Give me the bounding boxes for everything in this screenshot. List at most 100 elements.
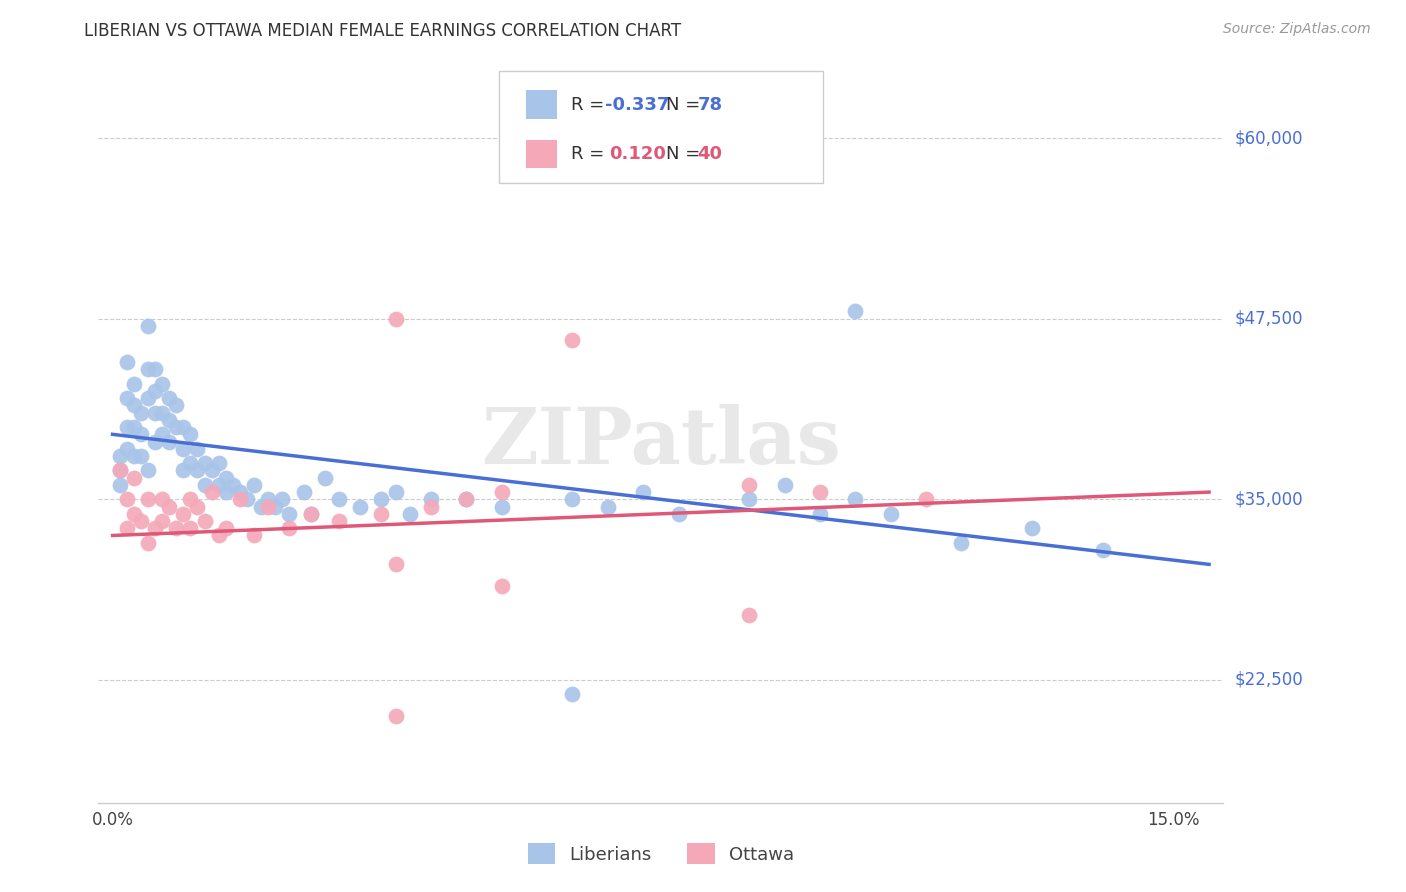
Point [172,463,194,477]
Point [108,478,131,492]
Point [143,362,166,376]
Point [257,500,280,514]
Text: N =: N = [666,95,706,113]
Point [157,413,180,427]
Text: 78: 78 [697,95,723,113]
Point [384,311,406,326]
Point [179,492,201,507]
Point [419,500,441,514]
Point [143,521,166,535]
Legend: Liberians, Ottawa: Liberians, Ottawa [519,834,803,873]
Point [1021,521,1043,535]
Point [186,463,208,477]
Point [208,528,231,542]
Point [115,391,138,405]
Point [129,514,152,528]
Point [222,478,245,492]
Point [172,507,194,521]
Point [136,318,159,333]
Point [328,492,350,507]
Point [384,558,406,572]
Point [208,456,231,470]
Point [278,507,301,521]
Point [328,514,350,528]
Point [1091,542,1114,557]
Point [491,500,513,514]
Point [122,507,145,521]
Point [136,362,159,376]
Text: R =: R = [571,95,610,113]
Point [136,535,159,549]
Point [299,507,322,521]
Point [844,492,866,507]
Point [201,463,224,477]
Point [129,406,152,420]
Point [596,500,619,514]
Point [229,485,252,500]
Point [115,355,138,369]
Point [193,514,215,528]
Point [384,485,406,500]
Point [299,507,322,521]
Point [561,687,583,701]
Point [186,500,208,514]
Point [122,376,145,391]
Point [384,709,406,723]
Point [186,442,208,456]
Point [108,463,131,477]
Point [136,391,159,405]
Text: 40: 40 [697,145,723,163]
Point [243,528,266,542]
Point [257,492,280,507]
Point [808,507,831,521]
Point [172,420,194,434]
Point [738,492,761,507]
Point [165,420,187,434]
Point [208,478,231,492]
Point [250,500,273,514]
Point [179,521,201,535]
Point [143,434,166,449]
Text: 0.120: 0.120 [609,145,665,163]
Point [236,492,259,507]
Point [150,376,173,391]
Text: -0.337: -0.337 [605,95,669,113]
Text: ZIPatlas: ZIPatlas [481,403,841,480]
Text: LIBERIAN VS OTTAWA MEDIAN FEMALE EARNINGS CORRELATION CHART: LIBERIAN VS OTTAWA MEDIAN FEMALE EARNING… [84,22,682,40]
Point [179,456,201,470]
Point [880,507,903,521]
Point [172,442,194,456]
Point [136,492,159,507]
Point [370,492,392,507]
Point [278,521,301,535]
Point [193,478,215,492]
Point [115,492,138,507]
Text: $22,500: $22,500 [1234,671,1303,689]
Point [738,478,761,492]
Point [561,492,583,507]
Point [456,492,478,507]
Point [561,334,583,348]
Text: R =: R = [571,145,610,163]
Point [950,535,973,549]
Point [844,304,866,318]
Point [808,485,831,500]
Point [215,485,238,500]
Text: Source: ZipAtlas.com: Source: ZipAtlas.com [1223,22,1371,37]
Point [115,521,138,535]
Point [122,420,145,434]
Point [165,521,187,535]
Point [150,427,173,442]
Point [150,492,173,507]
Text: $35,000: $35,000 [1234,491,1303,508]
Point [143,406,166,420]
Point [122,449,145,463]
Point [292,485,315,500]
Text: N =: N = [666,145,706,163]
Point [108,449,131,463]
Point [264,500,287,514]
Point [122,398,145,412]
Point [157,500,180,514]
Point [143,384,166,398]
Point [456,492,478,507]
